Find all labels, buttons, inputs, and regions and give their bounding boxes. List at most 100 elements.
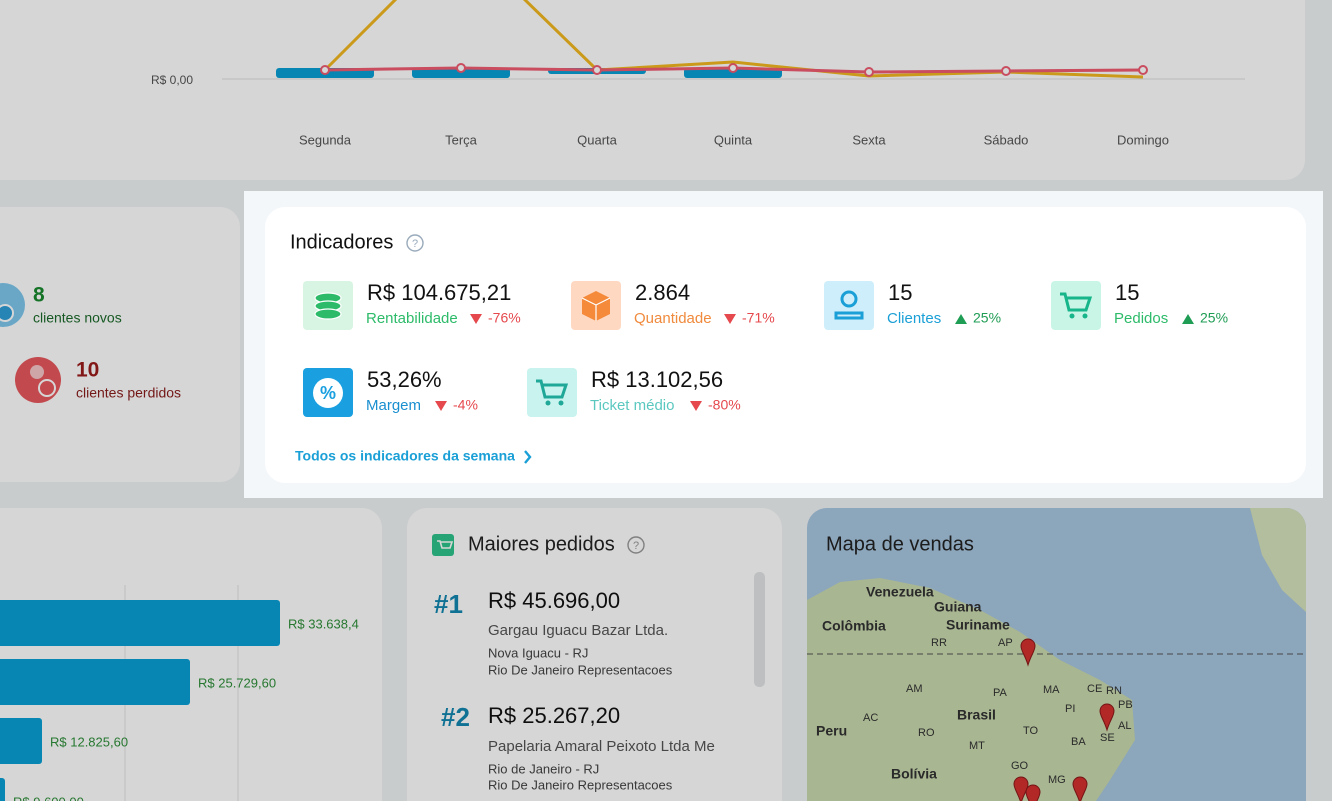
order-rank: #2 (441, 702, 470, 732)
map-place: BA (1071, 736, 1086, 748)
order-rep: Rio De Janeiro Representacoes (488, 777, 673, 792)
lost-client-badge (38, 379, 56, 397)
icon-coin (314, 308, 342, 320)
indicator-label: Clientes (887, 310, 941, 327)
orders-cart (437, 540, 454, 549)
ranking-bar (0, 600, 280, 646)
day-label: Segunda (299, 132, 352, 147)
indicator-value: R$ 13.102,56 (591, 367, 723, 392)
day-label: Quinta (714, 132, 753, 147)
icon-cart (1060, 292, 1093, 312)
lost-clients-value: 10 (76, 359, 99, 382)
orders-icon (432, 534, 454, 556)
indicator-change: 25% (973, 310, 1001, 326)
indicator-label: Margem (366, 397, 421, 414)
help-mark: ? (412, 238, 418, 250)
help-icon (406, 234, 424, 252)
map-place: AP (998, 637, 1013, 649)
map-place: Peru (816, 723, 847, 739)
percent-circle (313, 378, 343, 408)
map-place: PI (1065, 703, 1075, 715)
icon-wheel (558, 400, 564, 406)
indicators-card (265, 207, 1306, 483)
help-icon (627, 536, 645, 554)
map-place: MT (969, 740, 985, 752)
map-place: MA (1043, 684, 1060, 696)
arrow-down (435, 401, 447, 411)
icon-box-edge (581, 297, 611, 321)
order-value: R$ 25.267,20 (488, 703, 620, 728)
ranking-card (0, 508, 382, 801)
indicator-change: -80% (708, 397, 741, 413)
map-place: AM (906, 683, 923, 695)
map-place: RR (931, 637, 947, 649)
day-label: Terça (445, 132, 478, 147)
indicator-value: 15 (1115, 280, 1139, 305)
order-customer: Gargau Iguacu Bazar Ltda. (488, 622, 668, 639)
line-point (728, 63, 738, 73)
arrow-up (955, 314, 967, 324)
clients-card (0, 207, 240, 482)
map-marker (1025, 784, 1041, 801)
indicator-label: Quantidade (634, 310, 712, 327)
arrow-down (724, 314, 736, 324)
new-client-badge (0, 304, 14, 322)
indicator-icon (527, 368, 577, 417)
day-label: Sexta (852, 132, 886, 147)
new-clients-label: clientes novos (33, 310, 122, 326)
map-place: AC (863, 712, 878, 724)
map-place: CE (1087, 683, 1102, 695)
map-place: RO (918, 727, 935, 739)
indicator-value: R$ 104.675,21 (367, 280, 511, 305)
day-label: Sábado (984, 132, 1029, 147)
line-point (592, 65, 602, 75)
ranking-value: R$ 9.600,00 (13, 794, 84, 801)
all-indicators-link[interactable]: Todos os indicadores da semana (295, 448, 515, 464)
day-label: Quarta (577, 132, 618, 147)
map-place: GO (1011, 760, 1029, 772)
icon-body (834, 311, 864, 320)
indicator-label: Ticket médio (590, 397, 674, 414)
order-customer: Papelaria Amaral Peixoto Ltda Me (488, 738, 715, 755)
indicators-title: Indicadores (290, 231, 393, 253)
indicator-label: Pedidos (1114, 310, 1168, 327)
scrollbar (754, 572, 765, 687)
lost-client-head (30, 365, 44, 379)
map (807, 508, 1306, 801)
indicator-value: 53,26% (367, 367, 442, 392)
new-clients-value: 8 (33, 284, 45, 307)
icon-wheel (1082, 313, 1088, 319)
order-city: Nova Iguacu - RJ (488, 645, 588, 660)
icon-cart (536, 379, 569, 399)
arrow-down (690, 401, 702, 411)
y-axis-label: R$ 0,00 (151, 73, 193, 87)
indicator-change: -4% (453, 397, 478, 413)
map-marker (1072, 776, 1088, 801)
ranking-bar (0, 718, 42, 764)
map-place: Colômbia (822, 618, 886, 634)
lost-clients-label: clientes perdidos (76, 385, 181, 401)
map-place: PB (1118, 699, 1133, 711)
map-place: RN (1106, 685, 1122, 697)
line-point (320, 65, 330, 75)
map-place: Guiana (934, 599, 982, 615)
orders-title: Maiores pedidos (468, 533, 615, 555)
icon-wheel (545, 400, 551, 406)
map-marker (1020, 638, 1036, 667)
help-mark: ? (633, 540, 639, 552)
map-place: PA (993, 687, 1008, 699)
map-place: AL (1118, 720, 1131, 732)
indicator-change: 25% (1200, 310, 1228, 326)
indicator-change: -76% (488, 310, 521, 326)
indicator-value: 2.864 (635, 280, 690, 305)
chart-card (0, 0, 1305, 180)
map-place: Brasil (957, 707, 996, 723)
line-point (1001, 66, 1011, 76)
order-rank: #1 (434, 589, 463, 619)
map-place: Suriname (946, 617, 1010, 633)
order-city: Rio de Janeiro - RJ (488, 761, 599, 776)
ranking-bar (0, 659, 190, 705)
map-land-east (1250, 508, 1306, 612)
